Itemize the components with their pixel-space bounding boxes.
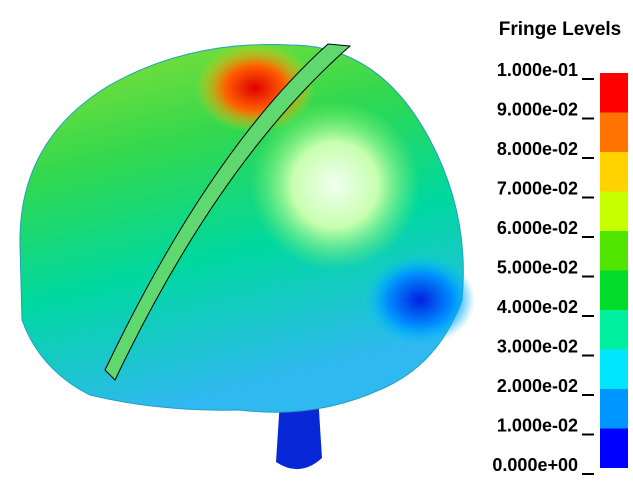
pale-region	[250, 100, 420, 270]
color-swatch	[600, 73, 628, 113]
legend: 1.000e-01 9.000e-02 8.000e-02 7.000e-02 6.00…	[492, 60, 628, 475]
legend-title: Fringe Levels	[499, 19, 622, 40]
fringe-plot: Fringe Levels 1.000e-01 9.000e-02 8.000e-0…	[0, 0, 633, 483]
level-label: 3.000e-02	[497, 336, 578, 356]
level-label: 1.000e-02	[497, 415, 578, 435]
level-label: 7.000e-02	[497, 178, 578, 198]
level-label: 6.000e-02	[497, 218, 578, 238]
color-swatch	[600, 310, 628, 350]
color-swatch	[600, 389, 628, 429]
color-swatch	[600, 429, 628, 469]
level-label: 9.000e-02	[497, 99, 578, 119]
level-label: 4.000e-02	[497, 297, 578, 317]
level-label: 2.000e-02	[497, 376, 578, 396]
level-label: 8.000e-02	[497, 139, 578, 159]
model-view	[20, 43, 475, 469]
color-swatch	[600, 231, 628, 271]
color-swatch	[600, 113, 628, 153]
color-swatch	[600, 152, 628, 192]
color-swatch	[600, 271, 628, 311]
cold-region	[365, 255, 475, 345]
color-swatch	[600, 350, 628, 390]
level-label: 1.000e-01	[497, 60, 578, 80]
level-label: 5.000e-02	[497, 257, 578, 277]
color-swatch	[600, 192, 628, 232]
level-label: 0.000e+00	[492, 455, 578, 475]
